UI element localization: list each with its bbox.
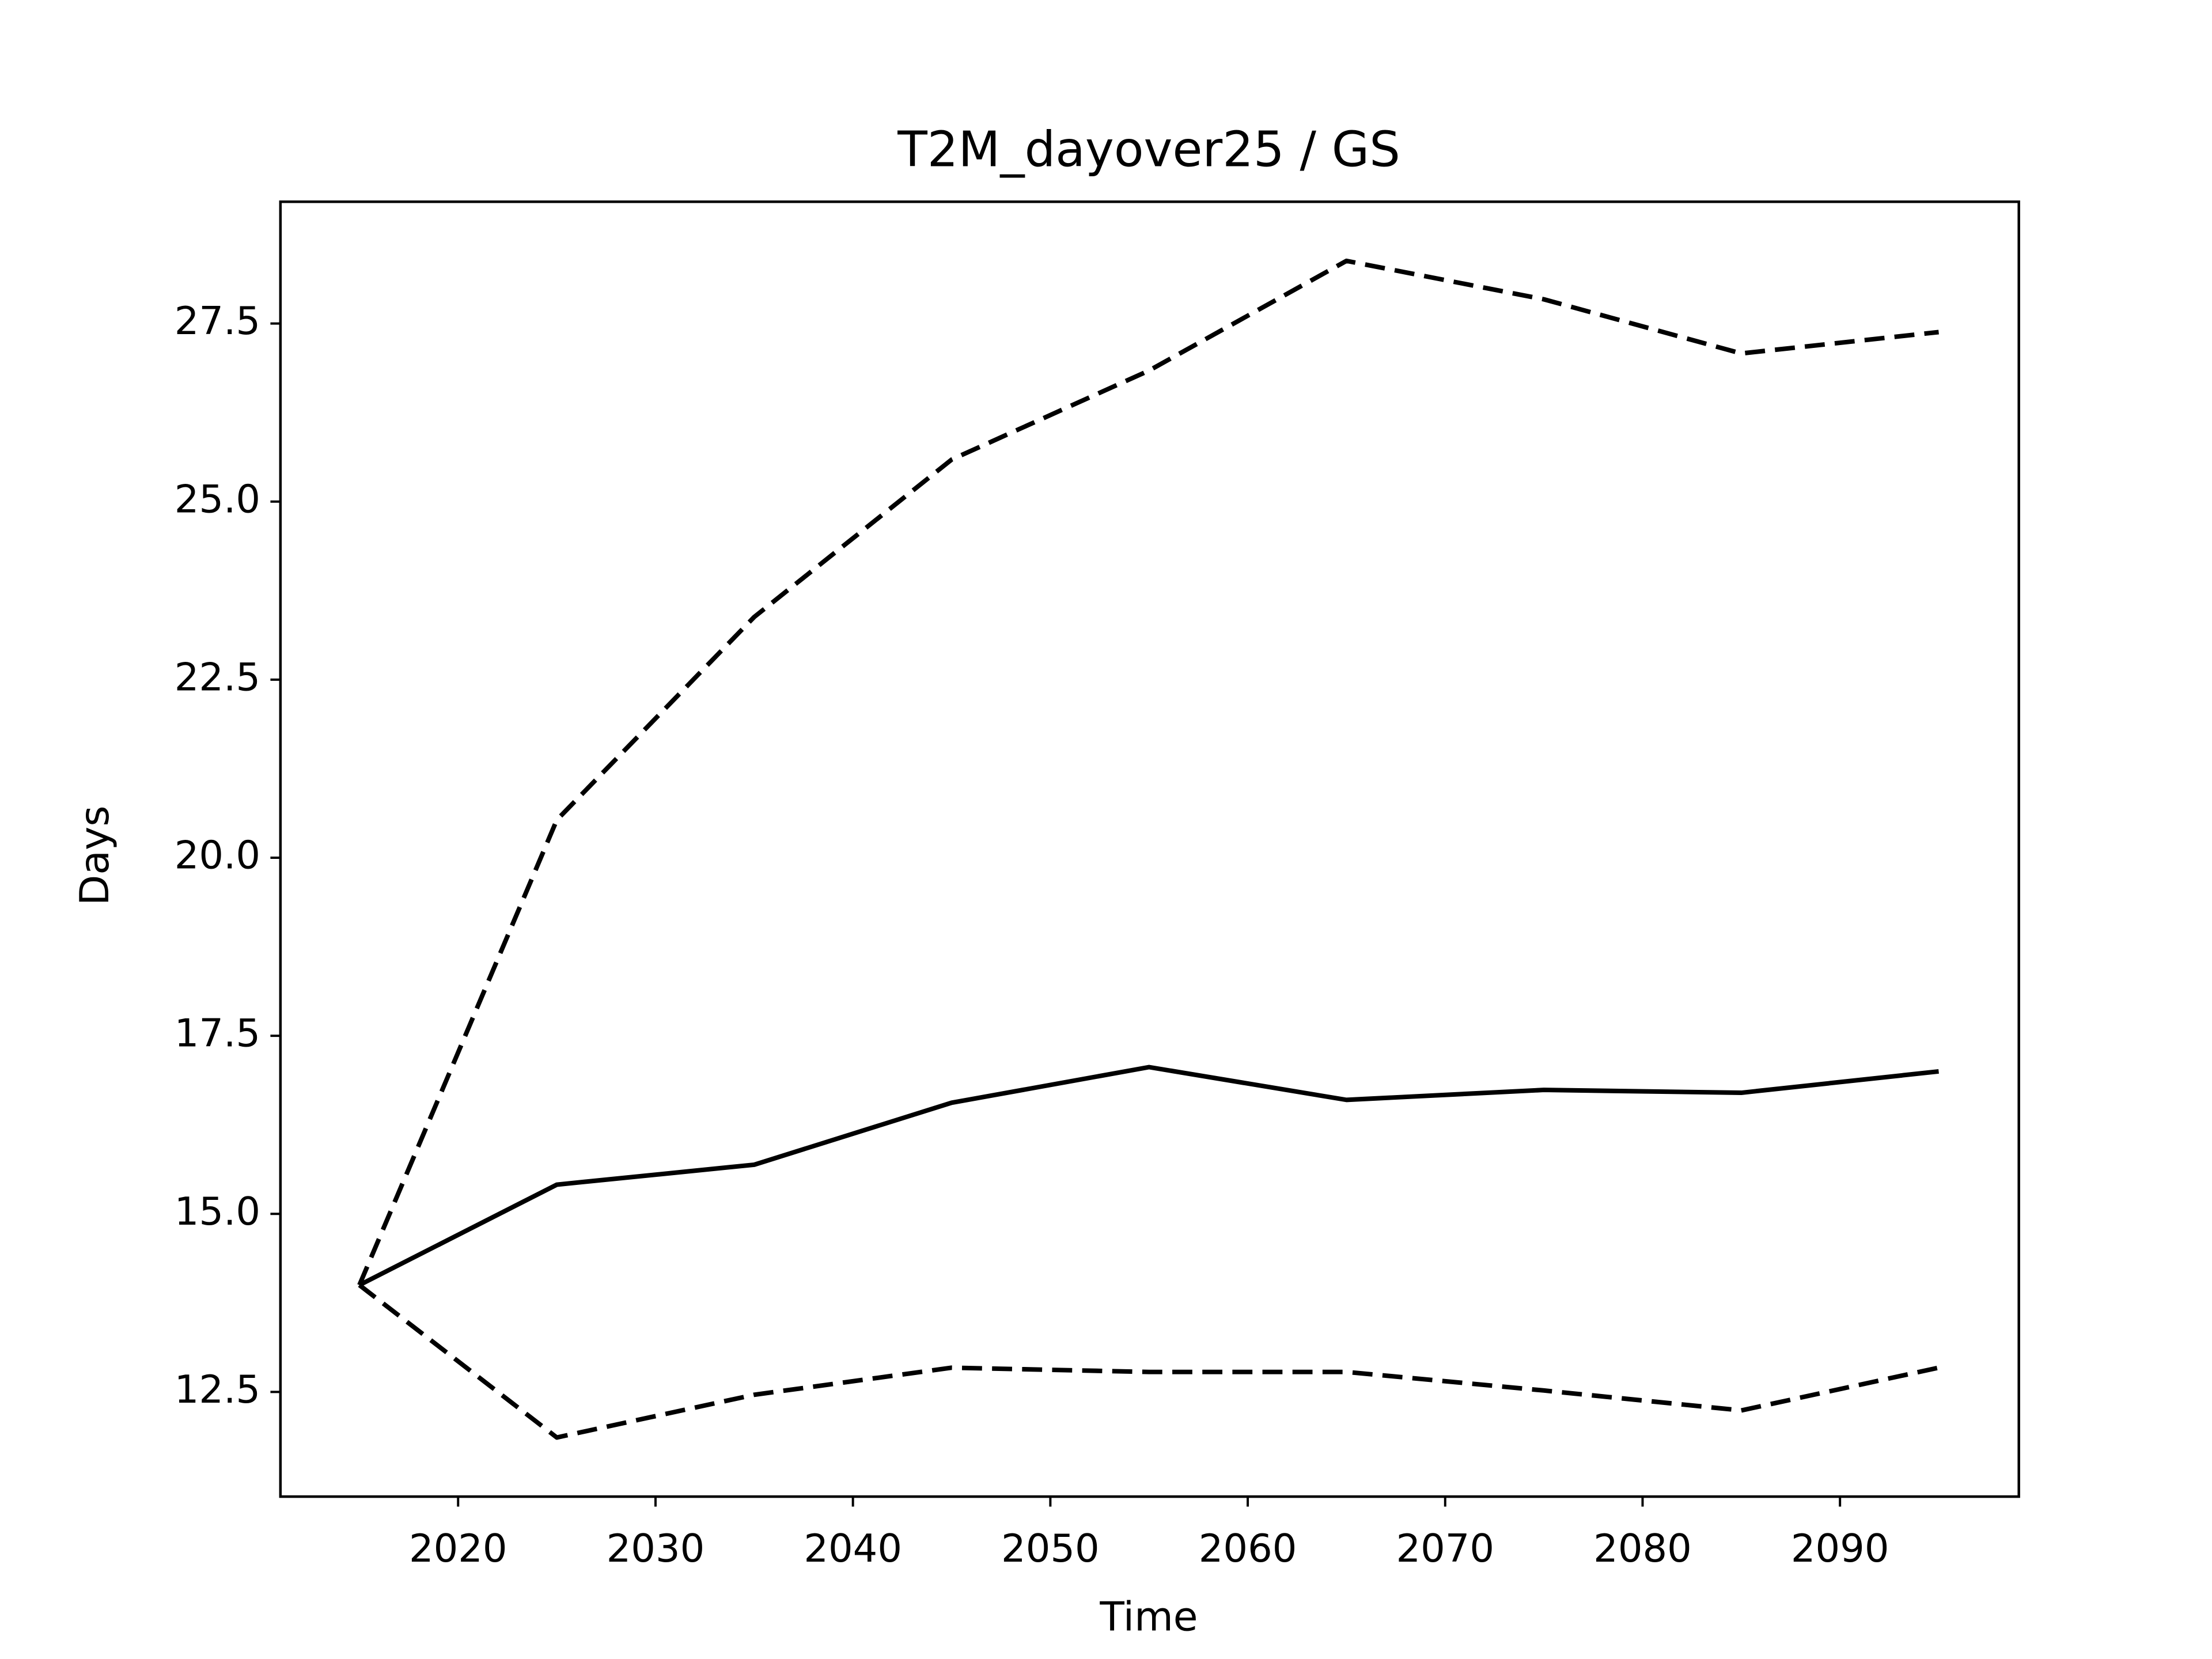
- y-tick-label: 12.5: [175, 1367, 260, 1412]
- x-tick-label: 2060: [1199, 1526, 1297, 1571]
- x-tick-label: 2080: [1593, 1526, 1692, 1571]
- x-tick-label: 2040: [804, 1526, 902, 1571]
- y-tick-label: 17.5: [175, 1011, 260, 1056]
- x-tick-label: 2030: [607, 1526, 705, 1571]
- plot-frame: [279, 200, 2020, 1498]
- y-tick-label: 27.5: [175, 298, 260, 343]
- x-tick-label: 2070: [1396, 1526, 1494, 1571]
- x-axis-label: Time: [1099, 1594, 1198, 1641]
- y-tick-label: 20.0: [175, 833, 260, 878]
- y-tick-label: 25.0: [175, 476, 260, 521]
- data-line: [358, 1283, 1940, 1440]
- y-tick-label: 15.0: [175, 1189, 260, 1234]
- y-tick-label: 22.5: [175, 654, 260, 699]
- x-tick-label: 2090: [1791, 1526, 1889, 1571]
- data-line: [358, 1065, 1939, 1287]
- y-axis-label: Days: [71, 806, 118, 906]
- x-tick-label: 2020: [409, 1526, 507, 1571]
- chart-title: T2M_dayover25 / GS: [897, 122, 1400, 178]
- data-line: [357, 258, 1939, 1286]
- x-tick-label: 2050: [1001, 1526, 1100, 1571]
